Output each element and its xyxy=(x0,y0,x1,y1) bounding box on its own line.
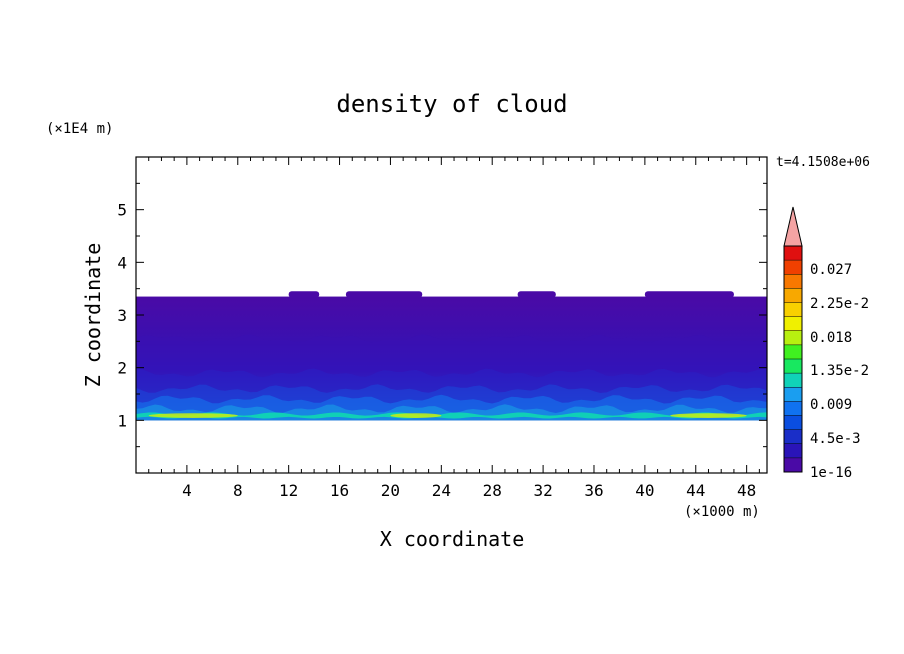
peak-region xyxy=(148,413,238,418)
x-tick-label: 44 xyxy=(686,481,705,500)
colorbar-label: 1.35e-2 xyxy=(810,363,869,379)
y-axis: 1 2 3 4 5 xyxy=(117,182,767,448)
peak-region xyxy=(390,413,442,418)
colorbar-swatch xyxy=(784,387,802,402)
colorbar-swatch xyxy=(784,302,802,317)
plot-area xyxy=(136,291,767,421)
x-axis-label: X coordinate xyxy=(380,527,525,551)
colorbar-swatch xyxy=(784,316,802,331)
y-tick-label: 3 xyxy=(117,306,127,325)
base-band xyxy=(136,412,767,419)
y-unit-label: (×1E4 m) xyxy=(46,121,113,137)
colorbar-swatch xyxy=(784,260,802,275)
colorbar-swatch xyxy=(784,246,802,261)
colorbar-swatch xyxy=(784,373,802,388)
cloud-puff xyxy=(288,291,320,298)
x-tick-label: 36 xyxy=(584,481,603,500)
y-tick-label: 2 xyxy=(117,359,127,378)
x-tick-label: 24 xyxy=(432,481,451,500)
colorbar-swatch xyxy=(784,359,802,374)
y-tick-label: 5 xyxy=(117,201,127,220)
x-tick-label: 4 xyxy=(182,481,192,500)
y-tick-label: 1 xyxy=(117,411,127,430)
cloud-puff xyxy=(644,291,734,298)
colorbar-label: 2.25e-2 xyxy=(810,296,869,312)
colorbar-swatch xyxy=(784,443,802,458)
y-tick-label: 4 xyxy=(117,253,127,272)
colorbar-label: 4.5e-3 xyxy=(810,431,861,447)
x-tick-label: 40 xyxy=(635,481,654,500)
cloud-puff xyxy=(345,291,423,298)
colorbar: 0.027 2.25e-2 0.018 1.35e-2 0.009 4.5e-3 1e-16 xyxy=(783,206,869,481)
colorbar-swatch xyxy=(784,401,802,416)
colorbar-label: 1e-16 xyxy=(810,465,852,481)
colorbar-swatch xyxy=(784,330,802,345)
y-axis-label: Z coordinate xyxy=(81,243,105,388)
cloud-puff xyxy=(517,291,556,298)
x-tick-label: 32 xyxy=(533,481,552,500)
colorbar-swatch xyxy=(784,344,802,359)
colorbar-label: 0.027 xyxy=(810,262,852,278)
x-tick-label: 28 xyxy=(483,481,502,500)
x-tick-label: 20 xyxy=(381,481,400,500)
x-tick-label: 8 xyxy=(233,481,243,500)
colorbar-label: 0.009 xyxy=(810,397,852,413)
colorbar-overflow-arrow xyxy=(783,206,803,247)
time-label: t=4.1508e+06 xyxy=(776,155,870,170)
colorbar-swatch xyxy=(784,288,802,303)
x-tick-label: 16 xyxy=(330,481,349,500)
x-unit-label: (×1000 m) xyxy=(684,504,760,520)
colorbar-swatch xyxy=(784,415,802,430)
colorbar-swatch xyxy=(784,274,802,289)
chart-title: density of cloud xyxy=(336,90,567,118)
x-tick-label: 12 xyxy=(279,481,298,500)
colorbar-swatch xyxy=(784,457,802,472)
colorbar-swatch xyxy=(784,429,802,444)
x-axis: 4 8 12 16 20 24 28 32 36 40 44 48 xyxy=(148,157,760,500)
colorbar-label: 0.018 xyxy=(810,330,852,346)
peak-region xyxy=(670,413,747,418)
x-tick-label: 48 xyxy=(737,481,756,500)
